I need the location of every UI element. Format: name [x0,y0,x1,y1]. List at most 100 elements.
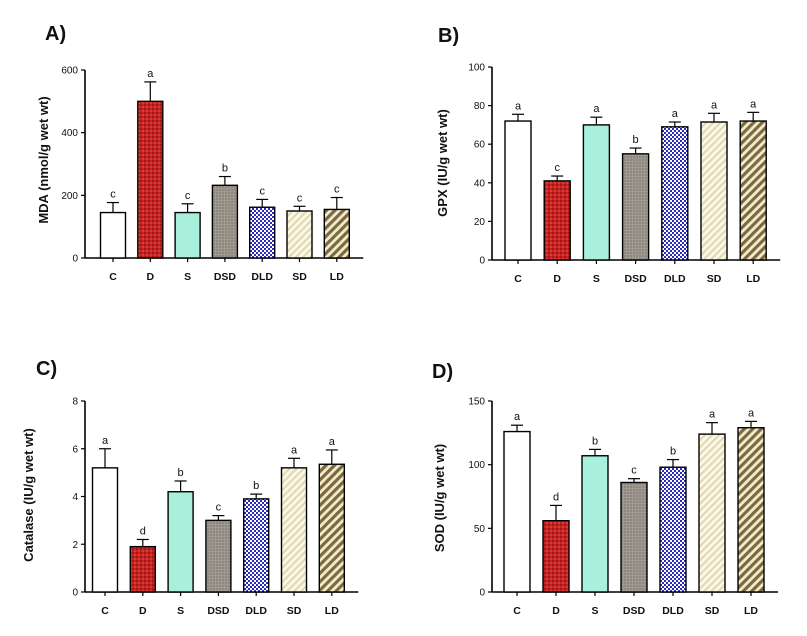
x-tick-label: C [513,605,521,617]
x-tick-label: SD [707,273,722,285]
significance-letter: a [709,409,716,421]
panel-c-ylabel: Catalase (IU/g wet wt) [21,428,36,562]
panel-a-ylabel: MDA (nmol/g wet wt) [36,96,51,223]
y-tick-label: 8 [72,397,78,408]
x-tick-label: D [553,273,561,285]
y-tick-label: 150 [468,397,485,408]
bar-c [503,430,531,593]
y-tick-label: 60 [474,140,486,151]
x-tick-label: D [139,605,147,617]
bar-ld [323,208,350,259]
significance-letter: c [334,184,340,196]
bar-d [542,519,570,593]
significance-letter: a [291,444,298,456]
y-tick-label: 100 [468,460,485,471]
x-tick-label: S [177,605,184,617]
bar-c [99,211,127,259]
significance-letter: c [185,190,191,202]
bar-sd [286,210,313,259]
x-tick-label: S [184,271,191,283]
x-tick-label: SD [292,271,307,283]
y-tick-label: 50 [474,524,486,535]
bar-dld [661,126,689,261]
y-tick-label: 100 [468,63,485,74]
bar-ld [318,463,345,593]
x-tick-label: C [101,605,109,617]
bar-dsd [205,519,232,593]
bar-c [91,467,119,593]
bar-s [581,455,609,593]
panel-b: B) GPX (IU/g wet wt) 0 20 40 60 80 100 a Cc Da Sb… [435,25,781,285]
panel-d-label: D) [432,361,453,383]
bar-dsd [621,153,650,261]
panel-d: D) SOD (IU/g wet wt) 0 50 100 150 a Cd Db Sc DSD… [432,361,778,617]
x-tick-label: DLD [662,605,684,617]
bar-ld [739,120,767,261]
bar-s [582,124,611,261]
significance-letter: c [297,192,303,204]
bar-c [504,120,532,261]
bar-s [167,491,194,593]
significance-letter: c [216,502,222,514]
x-tick-label: DSD [214,271,237,283]
significance-letter: b [633,134,639,146]
x-tick-label: DSD [207,605,230,617]
panel-c-label: C) [36,358,57,380]
y-tick-label: 2 [72,540,78,551]
panel-a: A) MDA (nmol/g wet wt) 0 200 400 600 c Ca Dc Sb… [36,23,364,283]
y-tick-label: 20 [474,217,486,228]
x-tick-label: LD [744,605,758,617]
x-tick-label: LD [746,273,760,285]
y-tick-label: 6 [72,444,78,455]
x-tick-label: D [552,605,560,617]
significance-letter: a [102,435,109,447]
x-tick-label: S [593,273,600,285]
y-tick-label: 600 [61,66,78,77]
significance-letter: a [672,108,679,120]
significance-letter: a [147,68,154,80]
panel-d-ylabel: SOD (IU/g wet wt) [432,444,447,552]
significance-letter: a [514,411,521,423]
significance-letter: a [515,100,522,112]
significance-letter: b [178,467,184,479]
x-tick-label: DLD [664,273,686,285]
significance-letter: a [750,98,757,110]
bar-sd [698,433,726,593]
x-tick-label: SD [287,605,302,617]
bar-sd [280,467,308,593]
bar-dld [659,466,687,593]
y-tick-label: 400 [61,128,78,139]
bar-sd [700,121,728,261]
significance-letter: c [631,465,637,477]
significance-letter: c [110,189,116,201]
x-tick-label: D [147,271,155,283]
significance-letter: d [140,525,146,537]
x-tick-label: C [109,271,117,283]
panel-b-label: B) [438,25,459,47]
bar-d [137,100,164,259]
x-tick-label: DLD [251,271,273,283]
bar-s [174,211,201,259]
significance-letter: b [670,446,676,458]
panel-b-ylabel: GPX (IU/g wet wt) [435,109,450,217]
x-tick-label: LD [330,271,344,283]
x-tick-label: S [591,605,598,617]
x-tick-label: DSD [623,605,646,617]
y-tick-label: 0 [479,256,485,267]
bar-d [543,180,571,261]
significance-letter: b [253,480,259,492]
significance-letter: a [329,436,336,448]
y-tick-label: 40 [474,178,486,189]
bar-dsd [620,481,648,593]
bar-dld [242,498,270,593]
bar-d [129,545,157,593]
significance-letter: a [711,99,718,111]
x-tick-label: DLD [245,605,267,617]
significance-letter: c [259,185,265,197]
significance-letter: c [554,162,560,174]
y-tick-label: 80 [474,101,486,112]
x-tick-label: LD [325,605,339,617]
significance-letter: b [592,435,598,447]
y-tick-label: 200 [61,191,78,202]
bar-dsd [211,184,239,259]
